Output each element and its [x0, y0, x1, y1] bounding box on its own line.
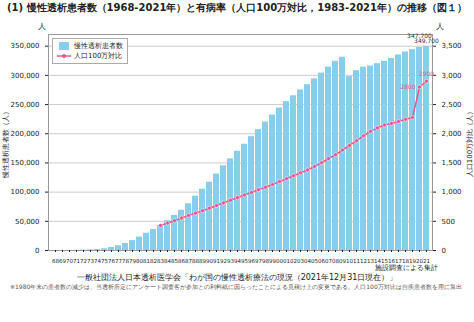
svg-text:50,000: 50,000 — [15, 218, 40, 226]
svg-text:21: 21 — [423, 258, 430, 264]
html-text:※1980年末の患者数の減少は、当透析所定にアンケート調査客: ※1980年末の患者数の減少は、当透析所定にアンケート調査客が参加との利料紙に因… — [10, 283, 462, 290]
svg-text:81: 81 — [143, 258, 150, 264]
html-text:慢性透析患者数: 慢性透析患者数 — [74, 42, 123, 50]
svg-text:92: 92 — [220, 258, 227, 264]
svg-text:0: 0 — [35, 247, 39, 255]
svg-text:2,500: 2,500 — [442, 101, 462, 109]
svg-text:人口100万対比（人）: 人口100万対比（人） — [466, 108, 474, 177]
svg-text:71: 71 — [73, 258, 80, 264]
html-text:人口100万対比: 人口100万対比 — [74, 52, 123, 60]
svg-text:2900: 2900 — [419, 70, 434, 77]
svg-text:3,500: 3,500 — [442, 42, 462, 50]
svg-text:100,000: 100,000 — [11, 188, 40, 196]
svg-text:11: 11 — [353, 258, 360, 264]
svg-text:500: 500 — [442, 218, 455, 226]
svg-text:0: 0 — [442, 247, 446, 255]
svg-text:82: 82 — [150, 258, 157, 264]
svg-text:12: 12 — [360, 258, 367, 264]
svg-text:02: 02 — [290, 258, 297, 264]
html-text:施設調査による集計: 施設調査による集計 — [375, 264, 438, 272]
svg-text:01: 01 — [283, 258, 290, 264]
svg-text:3,000: 3,000 — [442, 72, 462, 80]
svg-text:慢性透析患者数（人）: 慢性透析患者数（人） — [2, 108, 10, 179]
svg-text:150,000: 150,000 — [11, 159, 40, 167]
svg-text:250,000: 250,000 — [11, 101, 40, 109]
svg-text:350,000: 350,000 — [11, 42, 40, 50]
svg-text:人: 人 — [436, 22, 444, 31]
svg-text:1,500: 1,500 — [442, 159, 462, 167]
svg-text:91: 91 — [213, 258, 220, 264]
svg-text:人: 人 — [38, 22, 46, 31]
html-text:一般社団法人日本透析医学会「わが国の慢性透析療法の現況（20: 一般社団法人日本透析医学会「わが国の慢性透析療法の現況（2021年12月31日現… — [76, 273, 398, 282]
svg-text:300,000: 300,000 — [11, 72, 40, 80]
html-text:(1) 慢性透析患者数（1968-2021年）と有病率（人口: (1) 慢性透析患者数（1968-2021年）と有病率（人口100万対比，198… — [7, 2, 467, 13]
svg-text:1,000: 1,000 — [442, 188, 462, 196]
svg-text:2800: 2800 — [400, 83, 415, 90]
svg-text:72: 72 — [80, 258, 87, 264]
svg-text:2,000: 2,000 — [442, 130, 462, 138]
svg-text:200,000: 200,000 — [11, 130, 40, 138]
svg-text:349,700: 349,700 — [414, 37, 439, 45]
svg-text:347,700: 347,700 — [407, 32, 432, 39]
